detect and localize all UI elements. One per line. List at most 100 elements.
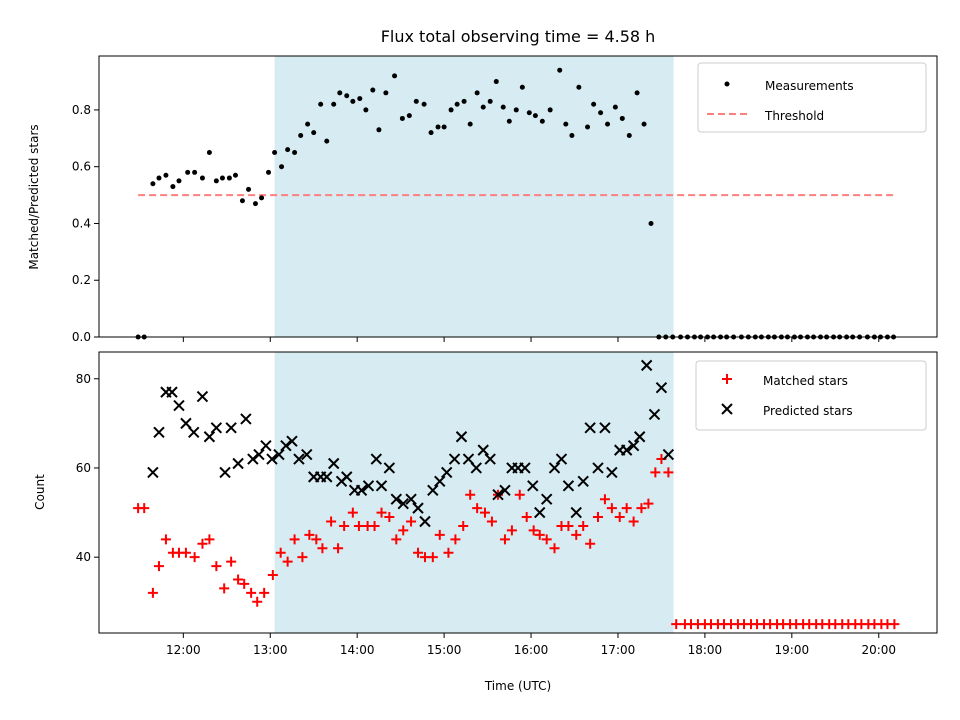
measurement-point bbox=[199, 175, 205, 181]
count-y-axis-label: Count bbox=[33, 474, 47, 510]
matched-star-point bbox=[233, 574, 244, 585]
predicted-star-point bbox=[397, 497, 409, 510]
predicted-star-point bbox=[203, 431, 216, 443]
predicted-star-point bbox=[648, 408, 661, 421]
count-legend-box bbox=[695, 360, 927, 431]
measurement-point bbox=[185, 169, 191, 175]
count-points bbox=[133, 359, 900, 630]
predicted-star-point bbox=[570, 506, 582, 519]
measurement-point bbox=[357, 96, 363, 102]
measurement-point bbox=[156, 175, 162, 181]
predicted-star-point bbox=[627, 439, 640, 452]
measurement-point bbox=[598, 110, 604, 116]
measurement-point bbox=[311, 130, 317, 136]
measurement-point bbox=[232, 172, 238, 178]
matched-star-point bbox=[541, 534, 552, 545]
predicted-star-point bbox=[180, 417, 192, 430]
x-tick-label: 19:00 bbox=[775, 643, 810, 657]
predicted-star-point bbox=[383, 462, 396, 474]
predicted-star-point bbox=[620, 444, 633, 456]
predicted-star-point bbox=[153, 426, 165, 438]
measurement-point bbox=[376, 127, 382, 133]
ratio-panel: 0.00.20.40.60.8 Matched/Predicted stars … bbox=[27, 55, 938, 344]
ratio-axis-ticks: 0.0 0.2 0.4 0.6 0.8 bbox=[72, 103, 880, 344]
measurement-point bbox=[448, 107, 454, 113]
predicted-star-point bbox=[253, 448, 265, 461]
measurement-point bbox=[585, 124, 591, 130]
measurement-point bbox=[441, 124, 447, 130]
matched-star-point bbox=[486, 516, 497, 527]
measurement-point bbox=[318, 101, 324, 107]
measurement-point bbox=[619, 115, 625, 121]
ratio-legend-box bbox=[697, 62, 927, 133]
measurement-point bbox=[648, 220, 654, 226]
matched-star-point bbox=[443, 547, 454, 558]
measurement-point bbox=[331, 101, 337, 107]
measurement-point bbox=[192, 169, 198, 175]
matched-star-point bbox=[650, 467, 661, 478]
measurement-point bbox=[150, 181, 156, 187]
matched-star-point bbox=[347, 507, 358, 518]
measurement-point bbox=[563, 121, 569, 127]
measurement-point bbox=[259, 195, 265, 201]
x-tick-label: 17:00 bbox=[601, 643, 636, 657]
predicted-star-point bbox=[210, 422, 223, 434]
predicted-star-point bbox=[240, 413, 252, 425]
matched-star-point bbox=[297, 552, 308, 563]
measurement-point bbox=[539, 118, 545, 124]
matched-star-point bbox=[621, 503, 632, 514]
predicted-star-point bbox=[301, 448, 313, 461]
matched-star-point bbox=[376, 507, 387, 518]
matched-star-point bbox=[614, 512, 625, 523]
measurement-point bbox=[292, 150, 298, 156]
predicted-star-point bbox=[448, 453, 461, 465]
predicted-star-point bbox=[499, 484, 511, 496]
predicted-star-point bbox=[527, 480, 539, 492]
matched-star-point bbox=[450, 534, 461, 545]
matched-star-point bbox=[563, 520, 574, 531]
predicted-star-point bbox=[484, 453, 496, 465]
predicted-star-point bbox=[266, 453, 278, 465]
predicted-star-point bbox=[434, 475, 446, 488]
matched-star-point bbox=[472, 503, 483, 514]
y-tick-label: 0.8 bbox=[72, 103, 91, 117]
predicted-star-point bbox=[219, 466, 231, 479]
predicted-star-point bbox=[321, 471, 333, 483]
matched-star-point bbox=[889, 619, 900, 630]
measurement-point bbox=[383, 90, 389, 96]
ratio-legend: Measurements Threshold bbox=[697, 62, 927, 133]
legend-predicted-label: Predicted stars bbox=[763, 404, 853, 418]
predicted-star-point bbox=[188, 426, 200, 438]
matched-star-point bbox=[147, 587, 158, 598]
x-tick-label: 14:00 bbox=[340, 643, 375, 657]
measurement-point bbox=[399, 115, 405, 121]
predicted-star-point bbox=[519, 462, 531, 474]
predicted-star-point bbox=[328, 457, 340, 470]
predicted-star-point bbox=[633, 431, 646, 443]
measurement-point bbox=[421, 101, 427, 107]
predicted-star-point bbox=[640, 359, 653, 372]
measurement-point bbox=[324, 138, 330, 144]
predicted-star-point bbox=[355, 484, 368, 496]
matched-star-point bbox=[369, 520, 380, 531]
y-tick-label: 0.6 bbox=[72, 160, 91, 174]
matched-star-point bbox=[599, 494, 610, 505]
measurement-point bbox=[519, 84, 525, 90]
matched-star-point bbox=[317, 543, 328, 554]
measurement-point bbox=[605, 121, 611, 127]
measurement-point bbox=[626, 132, 632, 138]
matched-star-point bbox=[458, 520, 469, 531]
matched-star-point bbox=[499, 534, 510, 545]
matched-star-point bbox=[189, 552, 200, 563]
matched-star-point bbox=[211, 561, 222, 572]
x-tick-label: 16:00 bbox=[514, 643, 549, 657]
matched-star-point bbox=[636, 503, 647, 514]
measurement-point bbox=[454, 101, 460, 107]
matched-star-point bbox=[578, 520, 589, 531]
x-tick-label: 20:00 bbox=[861, 643, 896, 657]
predicted-star-point bbox=[492, 489, 504, 501]
measurement-point bbox=[219, 175, 225, 181]
matched-star-point bbox=[663, 467, 674, 478]
measurement-point bbox=[246, 186, 252, 192]
measurement-point bbox=[513, 107, 519, 113]
